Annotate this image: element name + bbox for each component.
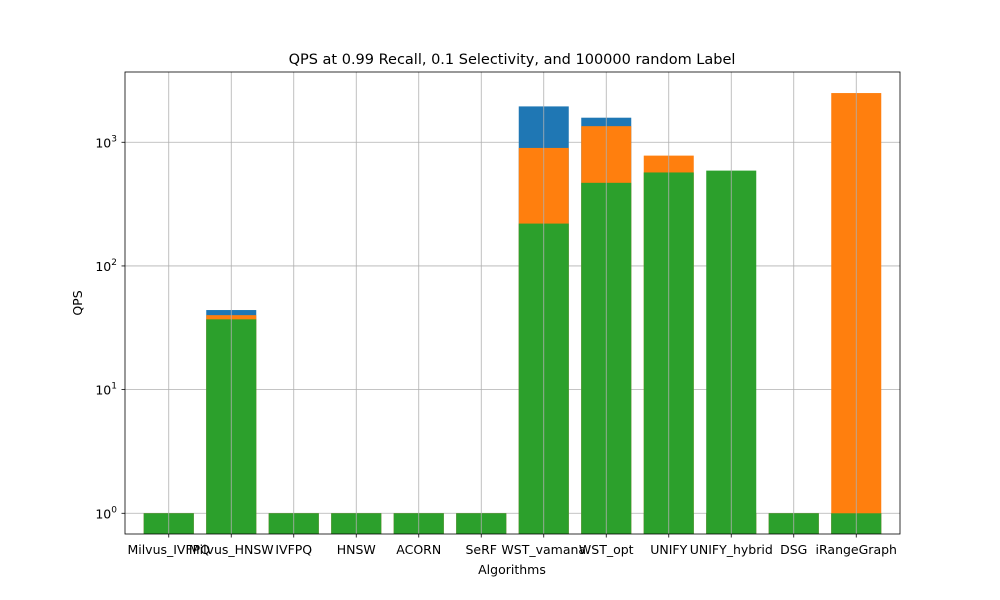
x-tick-label: iRangeGraph xyxy=(816,542,897,557)
y-tick-label: 101 xyxy=(95,382,117,398)
x-tick-label: WST_opt xyxy=(579,542,634,557)
x-tick-label: HNSW xyxy=(337,542,376,557)
x-tick-label: Milvus_IVFPQ xyxy=(127,542,210,557)
x-tick-label: IVFPQ xyxy=(275,542,312,557)
y-tick-layer: 100 101 102 103 xyxy=(95,134,125,521)
bars-layer xyxy=(143,93,882,535)
chart-title: QPS at 0.99 Recall, 0.1 Selectivity, and… xyxy=(289,52,736,68)
plot-frame xyxy=(124,71,901,535)
y-tick-label: 102 xyxy=(95,258,117,274)
x-tick-label: UNIFY xyxy=(650,542,687,557)
x-tick-label: WST_vamana xyxy=(501,542,586,557)
y-tick-label: 100 xyxy=(95,505,117,521)
x-tick-label: SeRF xyxy=(465,542,497,557)
x-axis-label: Algorithms xyxy=(478,562,546,577)
x-tick-label: Milvus_HNSW xyxy=(189,542,274,557)
x-tick-label: ACORN xyxy=(396,542,441,557)
vertical-grid-layer xyxy=(168,72,857,534)
x-tick-label: UNIFY_hybrid xyxy=(690,542,773,557)
x-tick-label: DSG xyxy=(780,542,807,557)
y-axis-label: QPS xyxy=(70,290,85,315)
y-tick-label: 103 xyxy=(95,134,117,150)
